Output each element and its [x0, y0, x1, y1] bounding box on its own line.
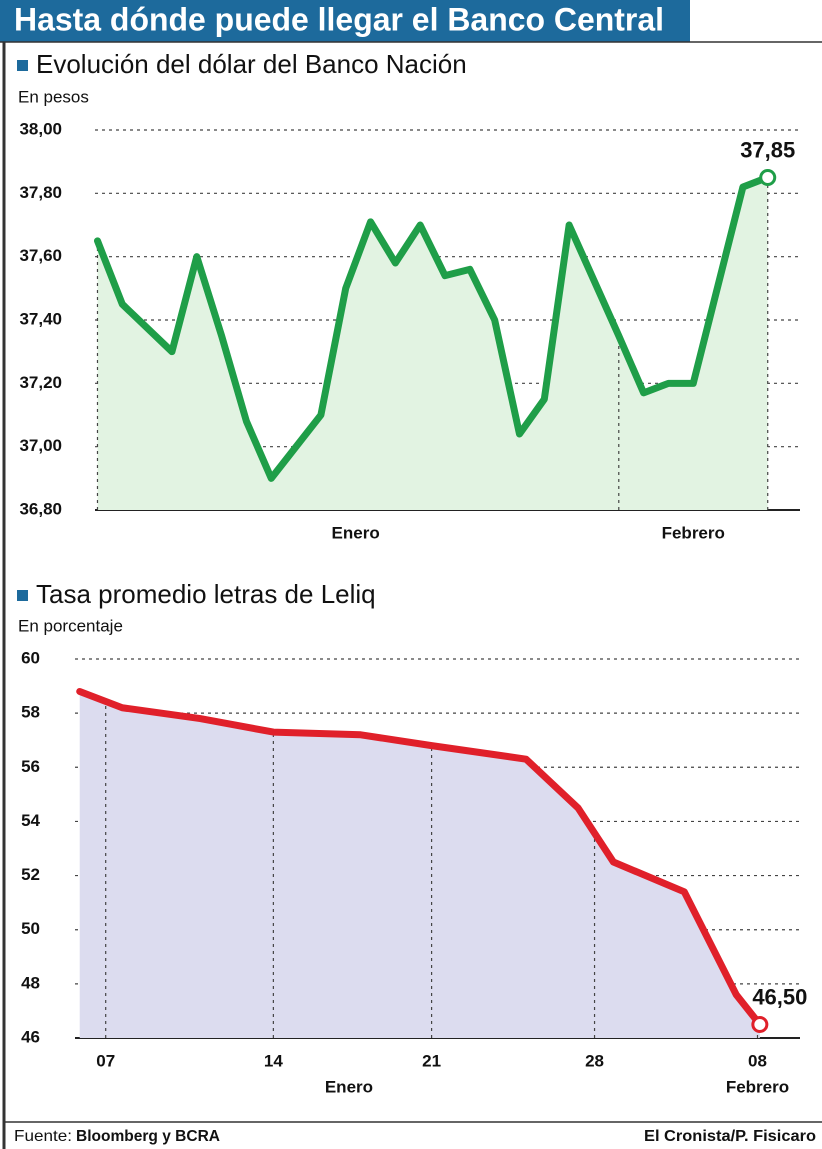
y-tick-label: 37,80: [19, 183, 62, 202]
y-tick-label: 37,60: [19, 246, 62, 265]
area: [97, 177, 768, 510]
y-tick-label: 36,80: [19, 499, 62, 518]
x-tick-label: 07: [96, 1051, 115, 1070]
value-label: 46,50: [752, 984, 807, 1009]
source-label: Fuente:: [14, 1128, 72, 1145]
end-marker: [751, 1015, 769, 1033]
x-tick-label: 21: [422, 1051, 441, 1070]
y-tick-label: 38,00: [19, 119, 62, 138]
y-tick-label: 60: [21, 648, 40, 667]
end-marker: [759, 169, 777, 186]
y-tick-label: 48: [21, 973, 40, 992]
month-label: Enero: [325, 1077, 373, 1096]
y-tick-label: 37,40: [19, 309, 62, 328]
section-subtitle: En porcentaje: [18, 616, 123, 635]
value-label: 37,85: [740, 137, 795, 162]
y-tick-label: 52: [21, 865, 40, 884]
y-tick-label: 50: [21, 919, 40, 938]
y-tick-label: 58: [21, 703, 40, 722]
x-tick-label: Febrero: [662, 523, 725, 542]
x-tick-label: 28: [585, 1051, 604, 1070]
month-label: Febrero: [726, 1077, 789, 1096]
x-tick-label: 08: [748, 1051, 767, 1070]
area: [79, 691, 760, 1038]
y-tick-label: 54: [21, 811, 40, 830]
section-marker: [17, 590, 28, 601]
y-tick-label: 37,00: [19, 436, 62, 455]
page-title: Hasta dónde puede llegar el Banco Centra…: [14, 1, 664, 37]
y-tick-label: 46: [21, 1027, 40, 1046]
section-marker: [17, 60, 28, 71]
x-tick-label: Enero: [332, 523, 380, 542]
section-subtitle: En pesos: [18, 87, 89, 106]
line: [76, 687, 764, 1028]
y-tick-label: 37,20: [19, 373, 62, 392]
credit: El Cronista/P. Fisicaro: [644, 1128, 816, 1145]
source: Bloomberg y BCRA: [76, 1128, 220, 1145]
header-bar: [0, 0, 690, 42]
section-title: Evolución del dólar del Banco Nación: [36, 49, 467, 79]
y-tick-label: 56: [21, 757, 40, 776]
section-title: Tasa promedio letras de Leliq: [36, 579, 376, 609]
x-tick-label: 14: [264, 1051, 283, 1070]
line: [93, 174, 772, 482]
